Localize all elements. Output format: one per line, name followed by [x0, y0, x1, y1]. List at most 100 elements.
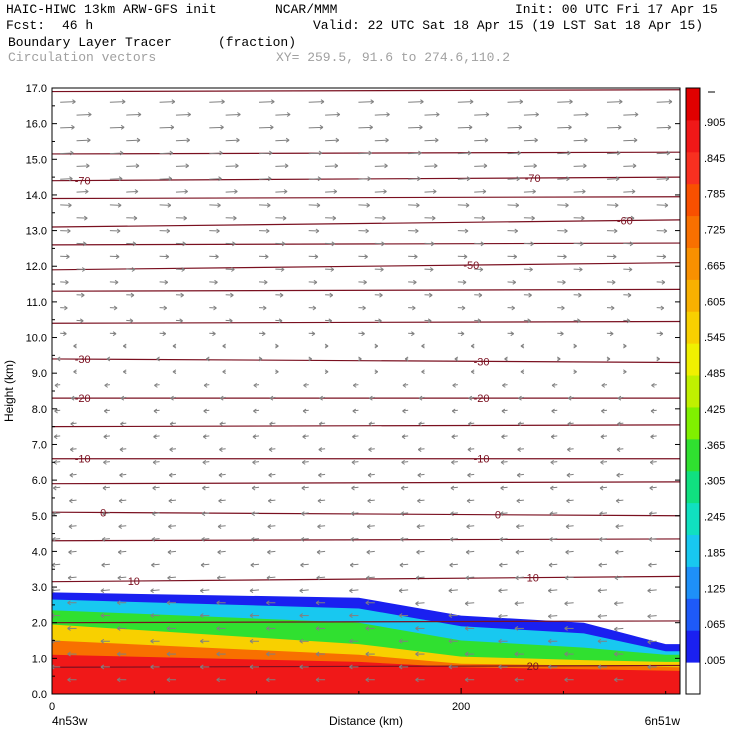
vector-head-218 [351, 459, 356, 465]
vector-head-296 [502, 382, 506, 388]
vector-507 [424, 165, 438, 167]
vector-head-506 [384, 163, 388, 169]
vector-head-115 [200, 562, 205, 568]
vector-head-206 [367, 472, 372, 478]
vector-141 [251, 538, 260, 540]
vector-head-396 [512, 279, 517, 285]
vector-head-447 [564, 228, 568, 234]
colorbar-label-10: .605 [704, 296, 725, 308]
vector-head-148 [598, 536, 603, 542]
vector-494 [408, 178, 421, 180]
vector-head-295 [452, 382, 456, 388]
vector-head-238 [103, 434, 108, 440]
vector-525 [76, 139, 91, 142]
colorbar-label-4: .245 [704, 512, 725, 524]
vector-185 [566, 499, 574, 502]
vector-head-96 [498, 588, 502, 594]
vector-head-308 [470, 369, 475, 375]
colorbar-label-3: .185 [704, 547, 725, 559]
vector-head-421 [513, 254, 518, 260]
vector-520 [457, 152, 472, 155]
vector-72 [548, 615, 558, 617]
vector-head-450 [83, 215, 88, 221]
vector-head-280 [319, 395, 323, 401]
vector-head-68 [349, 613, 353, 618]
vector-head-22 [547, 664, 552, 670]
vector-166 [251, 512, 260, 515]
vector-head-163 [102, 511, 106, 517]
vector-488 [109, 178, 123, 180]
colorbar-swatch-7 [686, 438, 700, 472]
vector-head-379 [279, 292, 284, 298]
vector-143 [350, 538, 359, 540]
vector-head-224 [649, 459, 654, 465]
vector-head-547 [568, 124, 572, 130]
vector-head-343 [361, 331, 365, 337]
contour-label-1-0: -60 [617, 216, 633, 228]
vector-112 [52, 563, 61, 566]
vector-head-241 [252, 434, 257, 440]
vector-174 [649, 512, 657, 515]
colorbar-label-13: .785 [704, 189, 725, 201]
vector-head-472 [565, 202, 569, 208]
colorbar-swatch-11 [686, 311, 700, 344]
vector-head-20 [448, 664, 453, 670]
vector-head-102 [167, 575, 171, 581]
vector-104 [266, 576, 276, 579]
vector-head-544 [419, 124, 423, 130]
vector-128 [217, 550, 226, 553]
vector-head-468 [366, 202, 370, 208]
vector-head-36 [614, 651, 618, 657]
vector-head-204 [268, 472, 272, 478]
vector-195 [450, 486, 458, 489]
vector-502 [175, 165, 189, 167]
vector-head-128 [217, 549, 221, 555]
vector-531 [374, 139, 389, 142]
vector-162 [52, 512, 61, 515]
vector-head-21 [498, 664, 502, 670]
vector-514 [159, 152, 173, 155]
vector-head-342 [311, 331, 316, 337]
vector-head-469 [416, 202, 420, 208]
vector-107 [416, 576, 425, 579]
fcst-value: 46 h [62, 18, 94, 33]
vector-head-454 [282, 215, 287, 221]
vector-565 [209, 101, 225, 103]
vector-head-15 [200, 664, 204, 670]
vector-111 [614, 576, 624, 579]
vector-head-516 [268, 150, 273, 156]
vector-head-25 [67, 651, 71, 657]
vector-head-432 [430, 241, 435, 247]
vector-head-460 [581, 215, 585, 221]
colorbar-swatch-13 [686, 247, 700, 280]
vector-head-250 [70, 421, 74, 427]
vector-head-393 [363, 279, 367, 285]
vector-head-345 [460, 331, 465, 337]
vector-180 [317, 499, 326, 502]
vector-head-205 [318, 472, 322, 478]
vector-head-215 [202, 459, 207, 465]
contour-line-unlabeled-6 [52, 424, 680, 428]
vector-129 [267, 550, 276, 553]
vector-head-291 [253, 382, 258, 388]
vector-head-146 [499, 536, 504, 542]
vector-553 [225, 113, 241, 116]
vector-head-355 [328, 318, 333, 324]
y-axis-label: Height (km) [2, 360, 16, 422]
vector-head-571 [519, 99, 524, 105]
vector-head-354 [278, 318, 283, 324]
contour-label-2-0: -50 [463, 260, 479, 272]
vector-head-83 [464, 601, 469, 606]
vector-head-287 [54, 382, 59, 388]
vector-head-216 [252, 459, 256, 465]
vector-head-183 [466, 498, 471, 504]
vector-head-86 [614, 601, 618, 606]
vector-head-30 [315, 651, 320, 657]
vector-head-266 [253, 408, 257, 414]
vector-206 [368, 473, 375, 476]
vector-head-499 [665, 176, 670, 182]
vector-head-561 [634, 112, 639, 117]
y-tick-label-14: 14.0 [26, 190, 47, 202]
vector-481 [374, 190, 387, 193]
vector-151 [118, 525, 127, 528]
